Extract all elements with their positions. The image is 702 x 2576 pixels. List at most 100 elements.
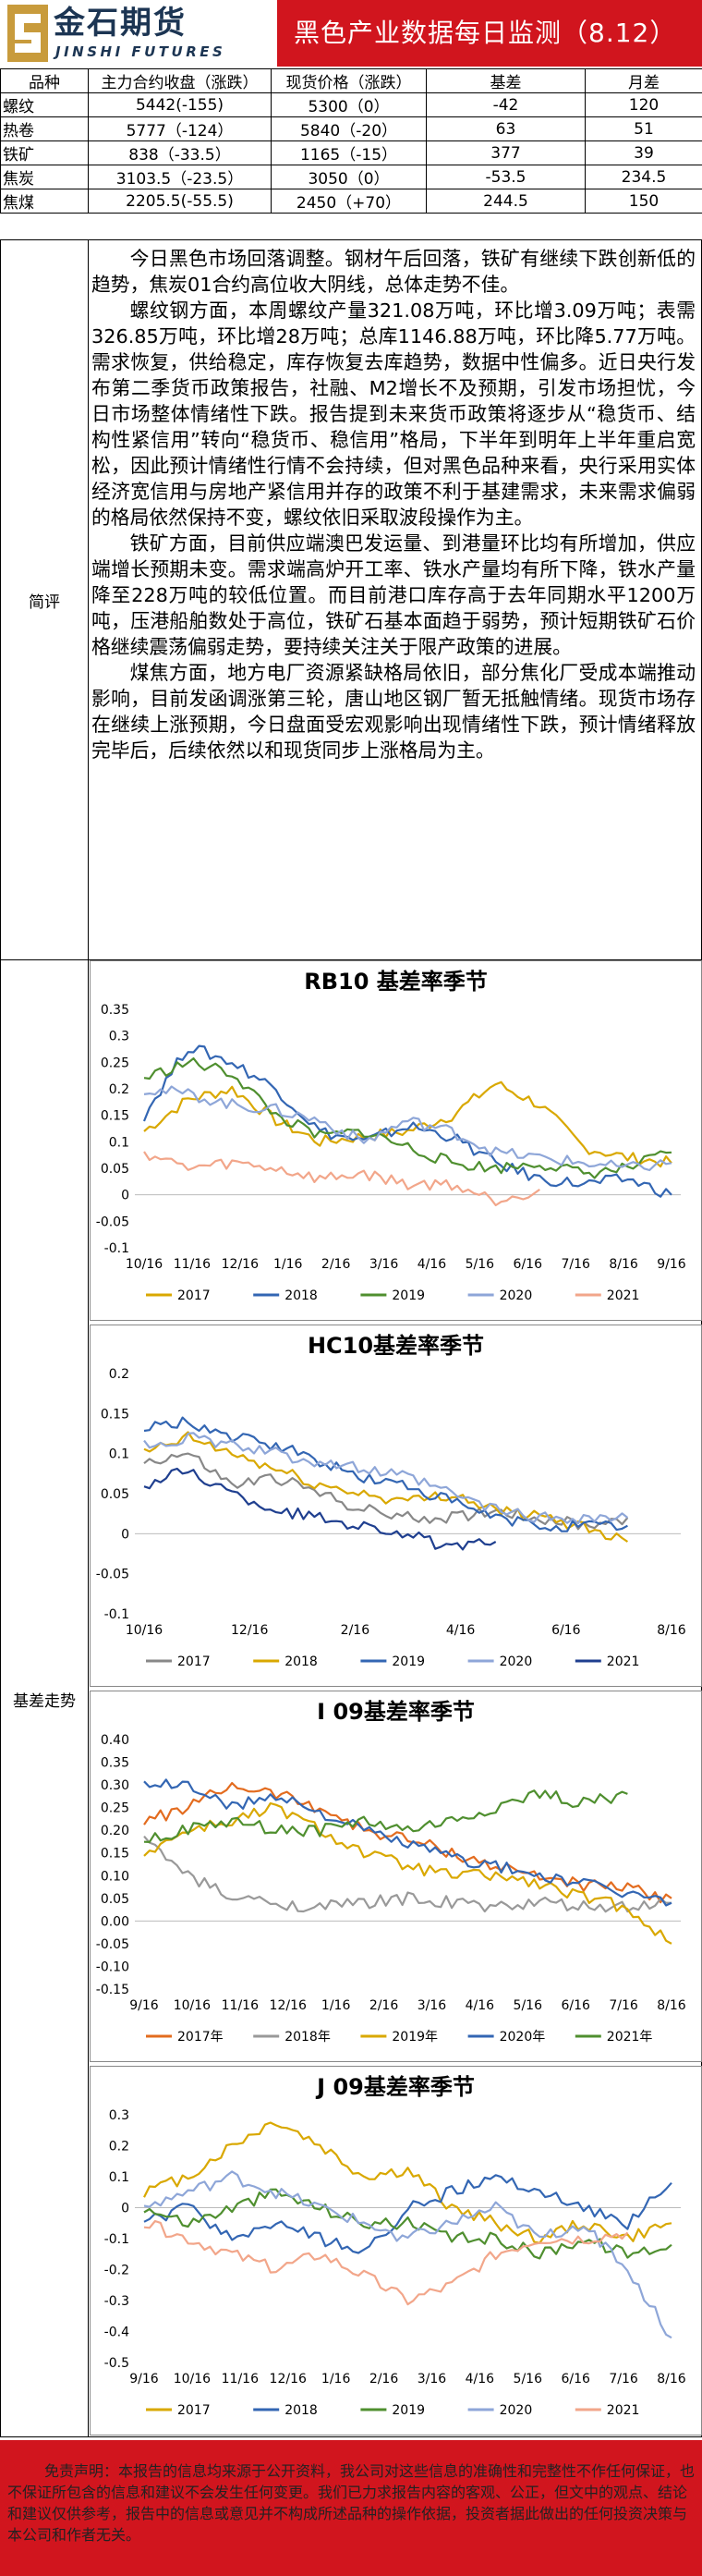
y-tick-label: 0.30 [101, 1778, 129, 1793]
report-title: 黑色产业数据每日监测（8.12） [294, 18, 677, 48]
series-line [143, 1080, 672, 1168]
commentary-section: 简评 今日黑色市场回落调整。钢材午后回落，铁矿有继续下跌创新低的趋势，焦炭01合… [0, 239, 702, 960]
y-tick-label: -0.1 [104, 1607, 129, 1622]
company-logo: 金石期货 JINSHI FUTURES [0, 0, 277, 67]
x-tick-label: 12/16 [270, 2372, 307, 2387]
table-cell: 5777（-124） [88, 116, 272, 141]
x-tick-label: 4/16 [418, 1257, 447, 1272]
series-line [143, 1432, 629, 1525]
y-tick-label: -0.5 [104, 2356, 129, 2371]
series-line [142, 1044, 672, 1198]
y-tick-label: 0.25 [101, 1801, 129, 1816]
y-tick-label: -0.05 [96, 1215, 129, 1229]
y-tick-label: 0.2 [109, 1367, 129, 1382]
chart-title: HC10基差率季节 [308, 1333, 484, 1359]
table-row: 螺纹 5442(-155) 5300（0） -42 120 [0, 92, 702, 117]
x-tick-label: 3/16 [369, 1257, 399, 1272]
table-cell: 120 [585, 92, 702, 117]
y-tick-label: -0.15 [96, 1983, 129, 1997]
x-tick-label: 2/16 [341, 1623, 370, 1638]
table-cell: -53.5 [426, 165, 586, 189]
series-line [143, 2170, 672, 2339]
basis-charts-section: 基差走势 RB10 基差率季节 0.35 0.3 0.25 0.2 0.15 0.1 0.05… [0, 960, 702, 2437]
table-cell: 51 [585, 116, 702, 141]
series-line [143, 2121, 672, 2244]
chart-svg: I 09基差率季节 0.40 0.35 0.30 0.25 0.20 0.15 0.10 0.0… [96, 1699, 686, 2045]
y-tick-label: 0.2 [109, 2140, 129, 2155]
x-tick-label: 11/16 [174, 1257, 211, 1272]
x-tick-label: 2/16 [321, 1257, 351, 1272]
legend-label: 2018 [284, 1288, 318, 1303]
x-tick-label: 7/16 [609, 2372, 638, 2387]
table-cell: 150 [585, 189, 702, 214]
table-cell: 63 [426, 116, 586, 141]
x-tick-label: 11/16 [222, 1998, 259, 2013]
x-tick-label: 5/16 [514, 2372, 543, 2387]
x-tick-label: 8/16 [657, 2372, 686, 2387]
series-line [143, 1781, 672, 1904]
y-tick-label: 0.1 [109, 1447, 129, 1462]
logo-chinese-name: 金石期货 [54, 5, 187, 42]
table-cell: 焦煤 [0, 189, 89, 214]
legend-label: 2020 [500, 1288, 533, 1303]
j09-basis-chart: J 09基差率季节 0.3 0.2 0.1 0 -0.1 -0.2 -0.3 -0.4 -0.5 9… [90, 2066, 702, 2436]
legend-label: 2021 [607, 1288, 640, 1303]
commentary-paragraph: 煤焦方面，地方电厂资源紧缺格局依旧，部分焦化厂受成本端推动影响，目前发函调涨第三… [91, 662, 696, 762]
series-line [143, 1431, 629, 1543]
chart-title: I 09基差率季节 [317, 1699, 475, 1725]
table-cell: 2205.5(-55.5) [88, 189, 272, 214]
x-tick-label: 10/16 [126, 1257, 163, 1272]
y-tick-label: 0.3 [109, 2108, 129, 2123]
table-row: 热卷 5777（-124） 5840（-20） 63 51 [0, 116, 702, 141]
x-tick-label: 3/16 [418, 1998, 447, 2013]
jinshi-logo-icon [7, 5, 48, 62]
x-tick-label: 4/16 [466, 1998, 495, 2013]
x-tick-label: 1/16 [321, 1998, 351, 2013]
y-tick-label: 0.05 [101, 1892, 129, 1907]
x-tick-label: 9/16 [657, 1257, 686, 1272]
chart-title: J 09基差率季节 [315, 2074, 475, 2100]
legend-label: 2021 [607, 1654, 640, 1669]
y-tick-label: 0.05 [101, 1487, 129, 1502]
commentary-paragraph: 螺纹钢方面，本周螺纹产量321.08万吨，环比增3.09万吨；表需326.85万… [91, 299, 696, 529]
x-tick-label: 5/16 [514, 1998, 543, 2013]
x-tick-label: 12/16 [222, 1257, 259, 1272]
report-header: 金石期货 JINSHI FUTURES 黑色产业数据每日监测（8.12） [0, 0, 702, 67]
y-tick-label: 0.35 [101, 1756, 129, 1771]
y-tick-label: 0 [121, 1189, 129, 1203]
x-tick-label: 11/16 [222, 2372, 259, 2387]
x-tick-label: 6/16 [561, 2372, 590, 2387]
series-line [143, 1778, 672, 1907]
legend-label: 2020年 [500, 2030, 546, 2045]
x-tick-label: 7/16 [609, 1998, 638, 2013]
col-header-close: 主力合约收盘（涨跌） [88, 68, 272, 93]
y-tick-label: -0.05 [96, 1937, 129, 1952]
y-tick-label: 0.00 [101, 1914, 129, 1929]
x-tick-label: 3/16 [418, 2372, 447, 2387]
table-header-row: 品种 主力合约收盘（涨跌） 现货价格（涨跌） 基差 月差 [0, 68, 702, 93]
commentary-paragraph: 铁矿方面，目前供应端澳巴发运量、到港量环比均有所增加，供应端增长预期未变。需求端… [91, 532, 696, 658]
y-tick-label: -0.05 [96, 1568, 129, 1582]
x-tick-label: 1/16 [321, 2372, 351, 2387]
table-cell: 377 [426, 140, 586, 165]
commentary-label: 简评 [1, 240, 89, 959]
x-tick-label: 2/16 [369, 2372, 399, 2387]
x-tick-label: 8/16 [657, 1623, 686, 1638]
series-line [143, 1467, 497, 1551]
table-cell: 838（-33.5） [88, 140, 272, 165]
table-cell: 5442(-155) [88, 92, 272, 117]
col-header-spread: 月差 [585, 68, 702, 93]
table-cell: 3050（0） [271, 165, 427, 189]
table-cell: 1165（-15） [271, 140, 427, 165]
x-tick-label: 6/16 [561, 1998, 590, 2013]
series-line [143, 1151, 540, 1207]
y-tick-label: 0.15 [101, 1109, 129, 1124]
series-line [143, 2188, 672, 2260]
col-header-basis: 基差 [426, 68, 586, 93]
legend-label: 2018 [284, 1654, 318, 1669]
x-tick-label: 7/16 [561, 1257, 590, 1272]
commentary-paragraph: 今日黑色市场回落调整。钢材午后回落，铁矿有继续下跌创新低的趋势，焦炭01合约高位… [91, 248, 696, 296]
legend-label: 2020 [500, 1654, 533, 1669]
series-line [143, 1452, 629, 1531]
x-tick-label: 2/16 [369, 1998, 399, 2013]
